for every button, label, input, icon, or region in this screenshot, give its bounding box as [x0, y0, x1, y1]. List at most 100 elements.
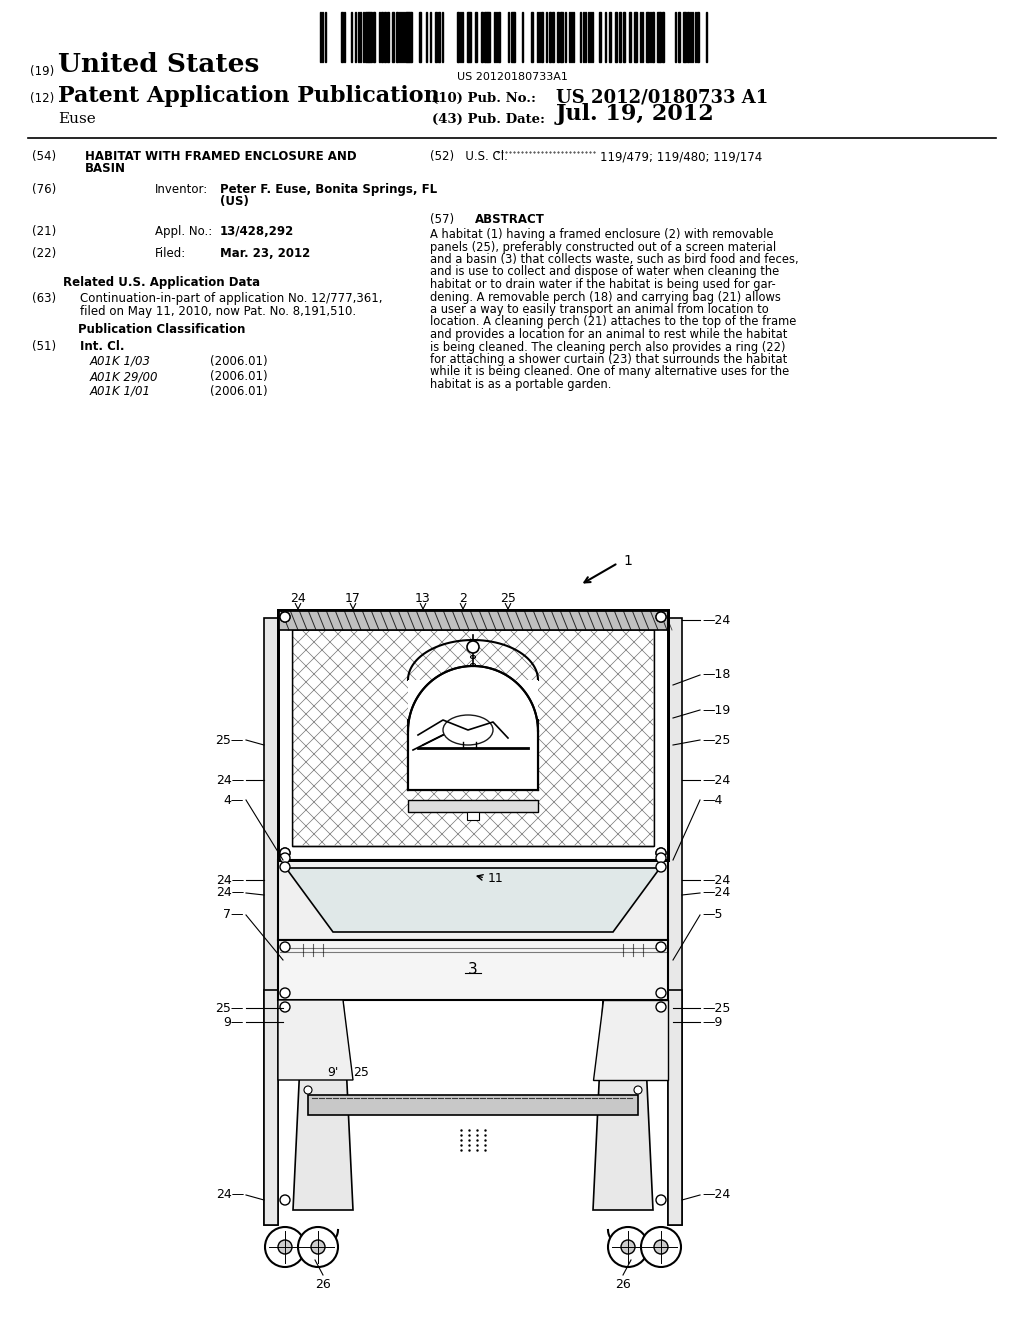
Text: A01K 1/03: A01K 1/03 [90, 355, 151, 368]
Text: Patent Application Publication: Patent Application Publication [58, 84, 439, 107]
Bar [278, 610, 668, 630]
Bar [278, 610, 668, 861]
Text: habitat or to drain water if the habitat is being used for gar-: habitat or to drain water if the habitat… [430, 279, 776, 290]
Bar [278, 610, 668, 861]
Text: (2006.01): (2006.01) [210, 355, 267, 368]
Polygon shape [593, 1001, 653, 1210]
Text: A habitat (1) having a framed enclosure (2) with removable: A habitat (1) having a framed enclosure … [430, 228, 773, 242]
Bar [618, 12, 621, 62]
Bar [408, 719, 538, 789]
Text: —19: —19 [702, 704, 730, 717]
Text: 25—: 25— [216, 1002, 244, 1015]
Circle shape [280, 942, 290, 952]
Circle shape [656, 847, 666, 858]
Bar [561, 12, 563, 62]
Bar [406, 12, 407, 62]
Circle shape [656, 1002, 666, 1012]
Text: (21): (21) [32, 224, 56, 238]
Bar [687, 12, 689, 62]
Text: 9': 9' [328, 1065, 339, 1078]
Text: habitat is as a portable garden.: habitat is as a portable garden. [430, 378, 611, 391]
Text: dening. A removable perch (18) and carrying bag (21) allows: dening. A removable perch (18) and carry… [430, 290, 781, 304]
Circle shape [654, 1239, 668, 1254]
Bar [531, 12, 534, 62]
Text: Publication Classification: Publication Classification [78, 323, 246, 337]
Bar [341, 12, 343, 62]
Bar [657, 12, 660, 62]
Text: —9: —9 [702, 1015, 722, 1028]
Text: 24—: 24— [216, 1188, 244, 1201]
Text: 3: 3 [468, 962, 478, 978]
Text: —24: —24 [702, 614, 730, 627]
Bar [292, 624, 654, 846]
Text: United States: United States [58, 51, 259, 77]
Text: —24: —24 [702, 887, 730, 899]
Text: (22): (22) [32, 247, 56, 260]
Circle shape [280, 847, 290, 858]
Text: Inventor:: Inventor: [155, 183, 208, 195]
Bar [511, 12, 514, 62]
Text: —24: —24 [702, 1188, 730, 1201]
Text: —25: —25 [702, 1002, 730, 1015]
Text: (2006.01): (2006.01) [210, 385, 267, 399]
Circle shape [265, 1228, 305, 1267]
Text: US 2012/0180733 A1: US 2012/0180733 A1 [556, 88, 768, 106]
Circle shape [280, 847, 290, 858]
Text: —25: —25 [702, 734, 730, 747]
Text: 24: 24 [290, 591, 306, 605]
Bar [629, 12, 631, 62]
Text: 24—: 24— [216, 774, 244, 787]
Text: (12): (12) [30, 92, 54, 106]
Bar [697, 12, 699, 62]
Text: ABSTRACT: ABSTRACT [475, 213, 545, 226]
Circle shape [280, 987, 290, 998]
Text: (43) Pub. Date:: (43) Pub. Date: [432, 114, 545, 125]
Polygon shape [593, 1001, 668, 1080]
Bar [683, 12, 686, 62]
Bar [435, 12, 437, 62]
Text: is being cleaned. The cleaning perch also provides a ring (22): is being cleaned. The cleaning perch als… [430, 341, 785, 354]
Text: Related U.S. Application Data: Related U.S. Application Data [63, 276, 260, 289]
Bar [264, 990, 278, 1225]
Polygon shape [278, 1005, 343, 1065]
FancyBboxPatch shape [408, 680, 538, 789]
Circle shape [621, 1239, 635, 1254]
Text: a user a way to easily transport an animal from location to: a user a way to easily transport an anim… [430, 304, 769, 315]
Bar [552, 12, 554, 62]
Circle shape [311, 1239, 325, 1254]
Text: 26: 26 [615, 1278, 631, 1291]
Bar [599, 12, 601, 62]
Text: and a basin (3) that collects waste, such as bird food and feces,: and a basin (3) that collects waste, suc… [430, 253, 799, 267]
Text: 11: 11 [488, 871, 504, 884]
Bar [384, 12, 386, 62]
Text: Appl. No.:: Appl. No.: [155, 224, 212, 238]
Bar [609, 12, 611, 62]
Bar [278, 610, 668, 630]
Circle shape [656, 853, 666, 863]
Text: 25: 25 [353, 1065, 369, 1078]
Text: 13/428,292: 13/428,292 [220, 224, 294, 238]
Bar [467, 812, 479, 820]
Text: (2006.01): (2006.01) [210, 370, 267, 383]
Text: 2: 2 [459, 591, 467, 605]
Circle shape [634, 1086, 642, 1094]
Circle shape [656, 612, 666, 622]
Text: (54): (54) [32, 150, 56, 162]
Bar [409, 12, 411, 62]
Bar [392, 12, 394, 62]
Bar [668, 618, 682, 1225]
Circle shape [656, 1195, 666, 1205]
Bar [468, 12, 471, 62]
Bar [308, 1096, 638, 1115]
Text: while it is being cleaned. One of many alternative uses for the: while it is being cleaned. One of many a… [430, 366, 790, 379]
Bar [668, 990, 682, 1225]
Bar [365, 12, 368, 62]
Text: Continuation-in-part of application No. 12/777,361,: Continuation-in-part of application No. … [80, 292, 383, 305]
Text: 119/479; 119/480; 119/174: 119/479; 119/480; 119/174 [600, 150, 762, 162]
Text: for attaching a shower curtain (23) that surrounds the habitat: for attaching a shower curtain (23) that… [430, 352, 787, 366]
Circle shape [280, 862, 290, 873]
Bar [278, 610, 292, 861]
Text: —24: —24 [702, 774, 730, 787]
Circle shape [656, 987, 666, 998]
Bar [634, 12, 636, 62]
